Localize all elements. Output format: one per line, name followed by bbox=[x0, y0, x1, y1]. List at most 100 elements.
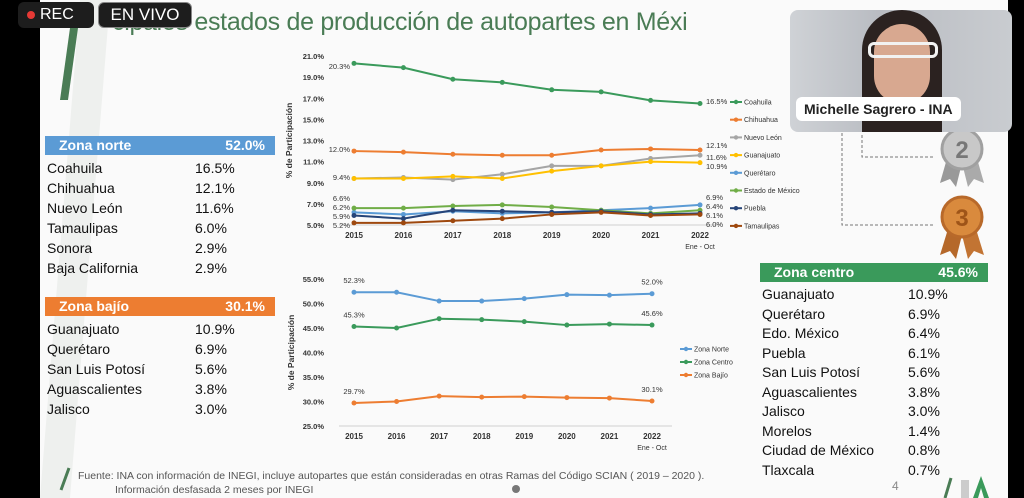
state-name: Guanajuato bbox=[47, 321, 120, 337]
table-zona-norte: Zona norte 52.0% Coahuila 16.5% Chihuahua 12… bbox=[45, 136, 275, 278]
data-point bbox=[648, 205, 654, 211]
start-data-label: 6.6% bbox=[333, 194, 350, 203]
table-row: Guanajuato 10.9% bbox=[45, 319, 275, 339]
data-point bbox=[598, 209, 604, 215]
state-share: 6.1% bbox=[908, 344, 940, 361]
state-share: 6.9% bbox=[195, 341, 227, 357]
data-point bbox=[400, 65, 406, 71]
zone-label: Zona norte bbox=[59, 137, 132, 153]
state-share: 6.0% bbox=[195, 220, 227, 236]
chart-zones: 25.0% 30.0% 35.0% 40.0% 45.0% 50.0% 55.0% 2015 2… bbox=[286, 275, 733, 452]
participant-name-badge: Michelle Sagrero - INA bbox=[796, 97, 961, 121]
table-row: Edo. México 6.4% bbox=[760, 324, 988, 344]
series-line-Zona Bajío bbox=[353, 395, 653, 404]
y-tick-label: 55.0% bbox=[303, 275, 325, 284]
legend-label: Chihuahua bbox=[744, 117, 778, 124]
state-share: 12.1% bbox=[195, 180, 235, 196]
chart-states: 5.0% 7.0% 9.0% 11.0% 13.0% 15.0% 17.0% 19.0% 21.… bbox=[284, 52, 800, 251]
end-data-label: 6.0% bbox=[706, 220, 723, 229]
x-tick-label: 2022 bbox=[691, 231, 709, 240]
data-point bbox=[499, 216, 505, 222]
end-data-label: 12.1% bbox=[706, 141, 728, 150]
data-point bbox=[499, 171, 505, 177]
table-row: Jalisco 3.0% bbox=[45, 399, 275, 419]
state-name: Tlaxcala bbox=[762, 461, 815, 478]
y-tick-label: 13.0% bbox=[303, 137, 325, 146]
state-name: Nuevo León bbox=[47, 200, 123, 216]
legend-marker bbox=[733, 223, 739, 229]
legend-label: Zona Norte bbox=[694, 347, 729, 354]
state-name: San Luis Potosí bbox=[47, 361, 146, 377]
page-number: 4 bbox=[892, 479, 899, 493]
svg-text:2: 2 bbox=[955, 137, 968, 164]
state-share: 5.6% bbox=[195, 361, 227, 377]
rec-indicator: REC bbox=[18, 2, 94, 28]
data-point bbox=[521, 394, 527, 400]
table-row: Tamaulipas 6.0% bbox=[45, 218, 275, 238]
medals: 2 3 bbox=[841, 127, 984, 259]
zone-value: 30.1% bbox=[225, 298, 265, 314]
state-share: 5.6% bbox=[908, 364, 940, 380]
table-row: Jalisco 3.0% bbox=[760, 402, 988, 422]
table-row: San Luis Potosí 5.6% bbox=[760, 363, 988, 383]
start-data-label: 52.3% bbox=[343, 276, 365, 285]
glasses-icon bbox=[868, 42, 938, 58]
y-tick-label: 9.0% bbox=[307, 179, 324, 188]
table-row: Morelos 1.4% bbox=[760, 422, 988, 442]
bronze-medal-icon: 3 bbox=[940, 195, 984, 259]
data-point bbox=[564, 292, 570, 298]
table-row: Chihuahua 12.1% bbox=[45, 178, 275, 198]
data-point bbox=[649, 322, 655, 328]
table-row: Aguascalientes 3.8% bbox=[760, 383, 988, 403]
table-row: Baja California 2.9% bbox=[45, 258, 275, 278]
zone-value: 45.6% bbox=[938, 264, 978, 280]
decor-stripes bbox=[40, 0, 110, 498]
y-tick-label: 19.0% bbox=[303, 73, 325, 82]
table-zona-centro: Zona centro 45.6% Guanajuato 10.9% Querétar… bbox=[760, 263, 988, 480]
x-tick-label: 2015 bbox=[345, 231, 363, 240]
start-data-label: 29.7% bbox=[343, 387, 365, 396]
legend-marker bbox=[683, 359, 689, 365]
x-tick-label: 2019 bbox=[515, 432, 533, 441]
data-point bbox=[606, 321, 612, 327]
y-tick-label: 30.0% bbox=[303, 398, 325, 407]
participant-face bbox=[874, 24, 930, 104]
data-point bbox=[697, 160, 703, 166]
y-tick-label: 7.0% bbox=[307, 200, 324, 209]
connector-line bbox=[861, 135, 935, 158]
data-point bbox=[450, 151, 456, 157]
data-point bbox=[521, 296, 527, 302]
table-header: Zona bajío 30.1% bbox=[45, 297, 275, 316]
state-share: 6.9% bbox=[908, 305, 940, 322]
data-point bbox=[549, 163, 555, 169]
state-share: 6.4% bbox=[908, 325, 940, 341]
start-data-label: 20.3% bbox=[329, 62, 351, 71]
x-tick-label: 2017 bbox=[444, 231, 462, 240]
data-point bbox=[351, 148, 357, 154]
series-line-Querétaro bbox=[353, 203, 701, 216]
table-header: Zona norte 52.0% bbox=[45, 136, 275, 155]
svg-text:3: 3 bbox=[955, 205, 968, 232]
table-row: Coahuila 16.5% bbox=[45, 158, 275, 178]
data-point bbox=[400, 176, 406, 182]
data-point bbox=[697, 211, 703, 217]
data-point bbox=[649, 291, 655, 297]
data-point bbox=[549, 152, 555, 158]
series-line-Zona Norte bbox=[354, 291, 653, 303]
x-tick-label: 2021 bbox=[642, 231, 660, 240]
end-data-label: 16.5% bbox=[706, 97, 728, 106]
state-name: Ciudad de México bbox=[762, 442, 875, 458]
state-name: Chihuahua bbox=[47, 180, 115, 196]
data-point bbox=[598, 147, 604, 153]
y-tick-label: 11.0% bbox=[303, 158, 324, 167]
data-point bbox=[697, 152, 703, 158]
state-name: Aguascalientes bbox=[47, 381, 142, 397]
legend-marker bbox=[733, 170, 739, 175]
data-point bbox=[697, 147, 703, 153]
data-point bbox=[564, 322, 570, 328]
data-point bbox=[351, 400, 357, 406]
legend-marker bbox=[733, 152, 739, 158]
data-point bbox=[648, 212, 654, 218]
end-data-label: 6.1% bbox=[706, 211, 723, 220]
zone-label: Zona centro bbox=[774, 264, 855, 280]
